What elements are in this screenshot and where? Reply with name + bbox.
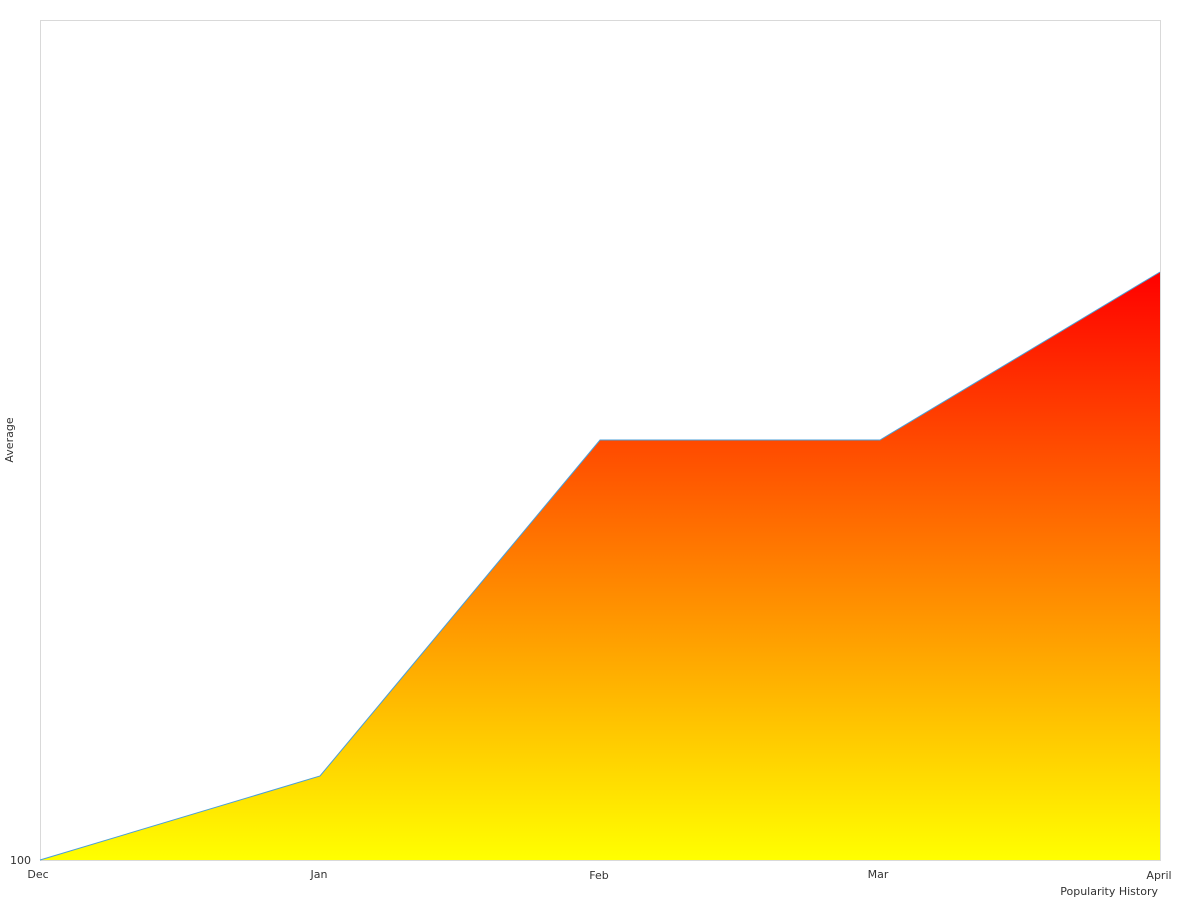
x-tick-label-mar: Mar bbox=[868, 868, 889, 881]
x-tick-label-dec: Dec bbox=[27, 868, 48, 881]
x-axis-title: Popularity History bbox=[1060, 885, 1158, 898]
area-fill bbox=[40, 272, 1160, 860]
x-tick-label-jan: Jan bbox=[310, 868, 328, 881]
x-tick-label-feb: Feb bbox=[589, 869, 608, 882]
y-axis-title: Average bbox=[3, 417, 16, 462]
series-line bbox=[39, 271, 1161, 861]
x-tick-label-april: April bbox=[1146, 869, 1171, 882]
y-tick-label-100: 100 bbox=[10, 854, 31, 867]
